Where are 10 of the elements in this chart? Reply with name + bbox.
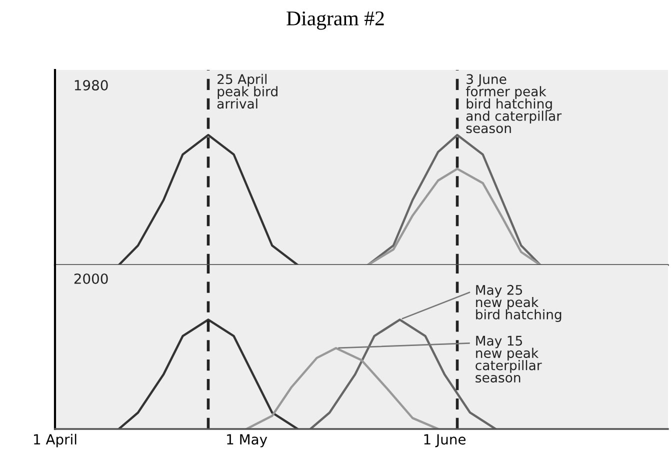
- text: 2000: [74, 273, 108, 284]
- ref-line-label: 3 June former peak bird hatching and caterpillar season: [466, 74, 562, 134]
- x-tick-label: 1 June: [424, 434, 466, 448]
- annotation: May 25 new peak bird hatching: [476, 284, 562, 322]
- x-tick-label: 1 April: [34, 434, 76, 448]
- x-tick-label: 1 May: [227, 434, 268, 448]
- annotation: May 15 new peak caterpillar season: [476, 336, 542, 383]
- chart-title: Diagram #2: [286, 11, 384, 30]
- text: 1980: [74, 80, 108, 90]
- ref-line-label: 25 April peak bird arrival: [217, 74, 278, 109]
